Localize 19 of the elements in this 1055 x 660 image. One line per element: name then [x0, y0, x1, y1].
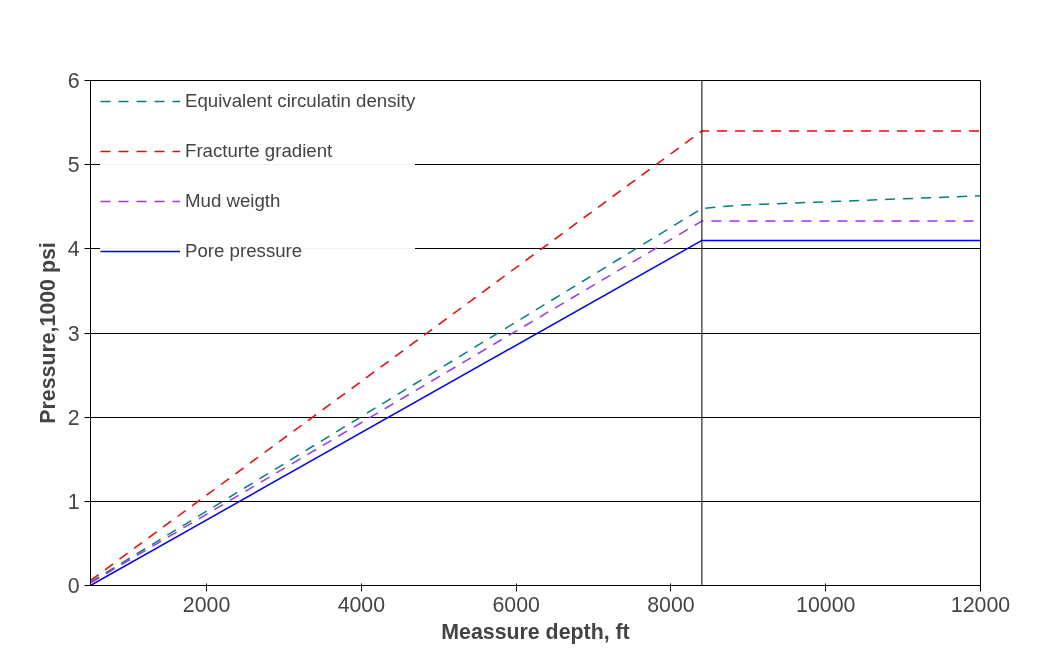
y-tick-label: 0: [67, 574, 80, 598]
y-tick-label: 1: [67, 489, 80, 514]
x-axis-title: Meassure depth, ft: [441, 619, 630, 644]
y-axis-title: Pressure,1000 psi: [35, 242, 60, 424]
x-tick-label: 10000: [796, 592, 856, 617]
y-tick-label: 5: [67, 153, 80, 178]
y-tick-label: 3: [67, 321, 80, 346]
x-tick-label: 6000: [492, 592, 541, 617]
y-tick-label: 2: [67, 405, 80, 430]
legend-label: Mud weigth: [185, 190, 281, 212]
y-tick-label: 6: [67, 69, 80, 93]
x-tick-label: 8000: [647, 592, 695, 617]
y-tick-label: 4: [67, 237, 80, 262]
legend-label: Fracturte gradient: [185, 140, 333, 162]
legend-label: Equivalent circulatin density: [185, 90, 416, 112]
x-tick-label: 12000: [950, 592, 1011, 617]
x-tick-label: 4000: [337, 592, 386, 617]
legend-label: Pore pressure: [185, 240, 303, 262]
x-tick-label: 2000: [182, 592, 231, 617]
